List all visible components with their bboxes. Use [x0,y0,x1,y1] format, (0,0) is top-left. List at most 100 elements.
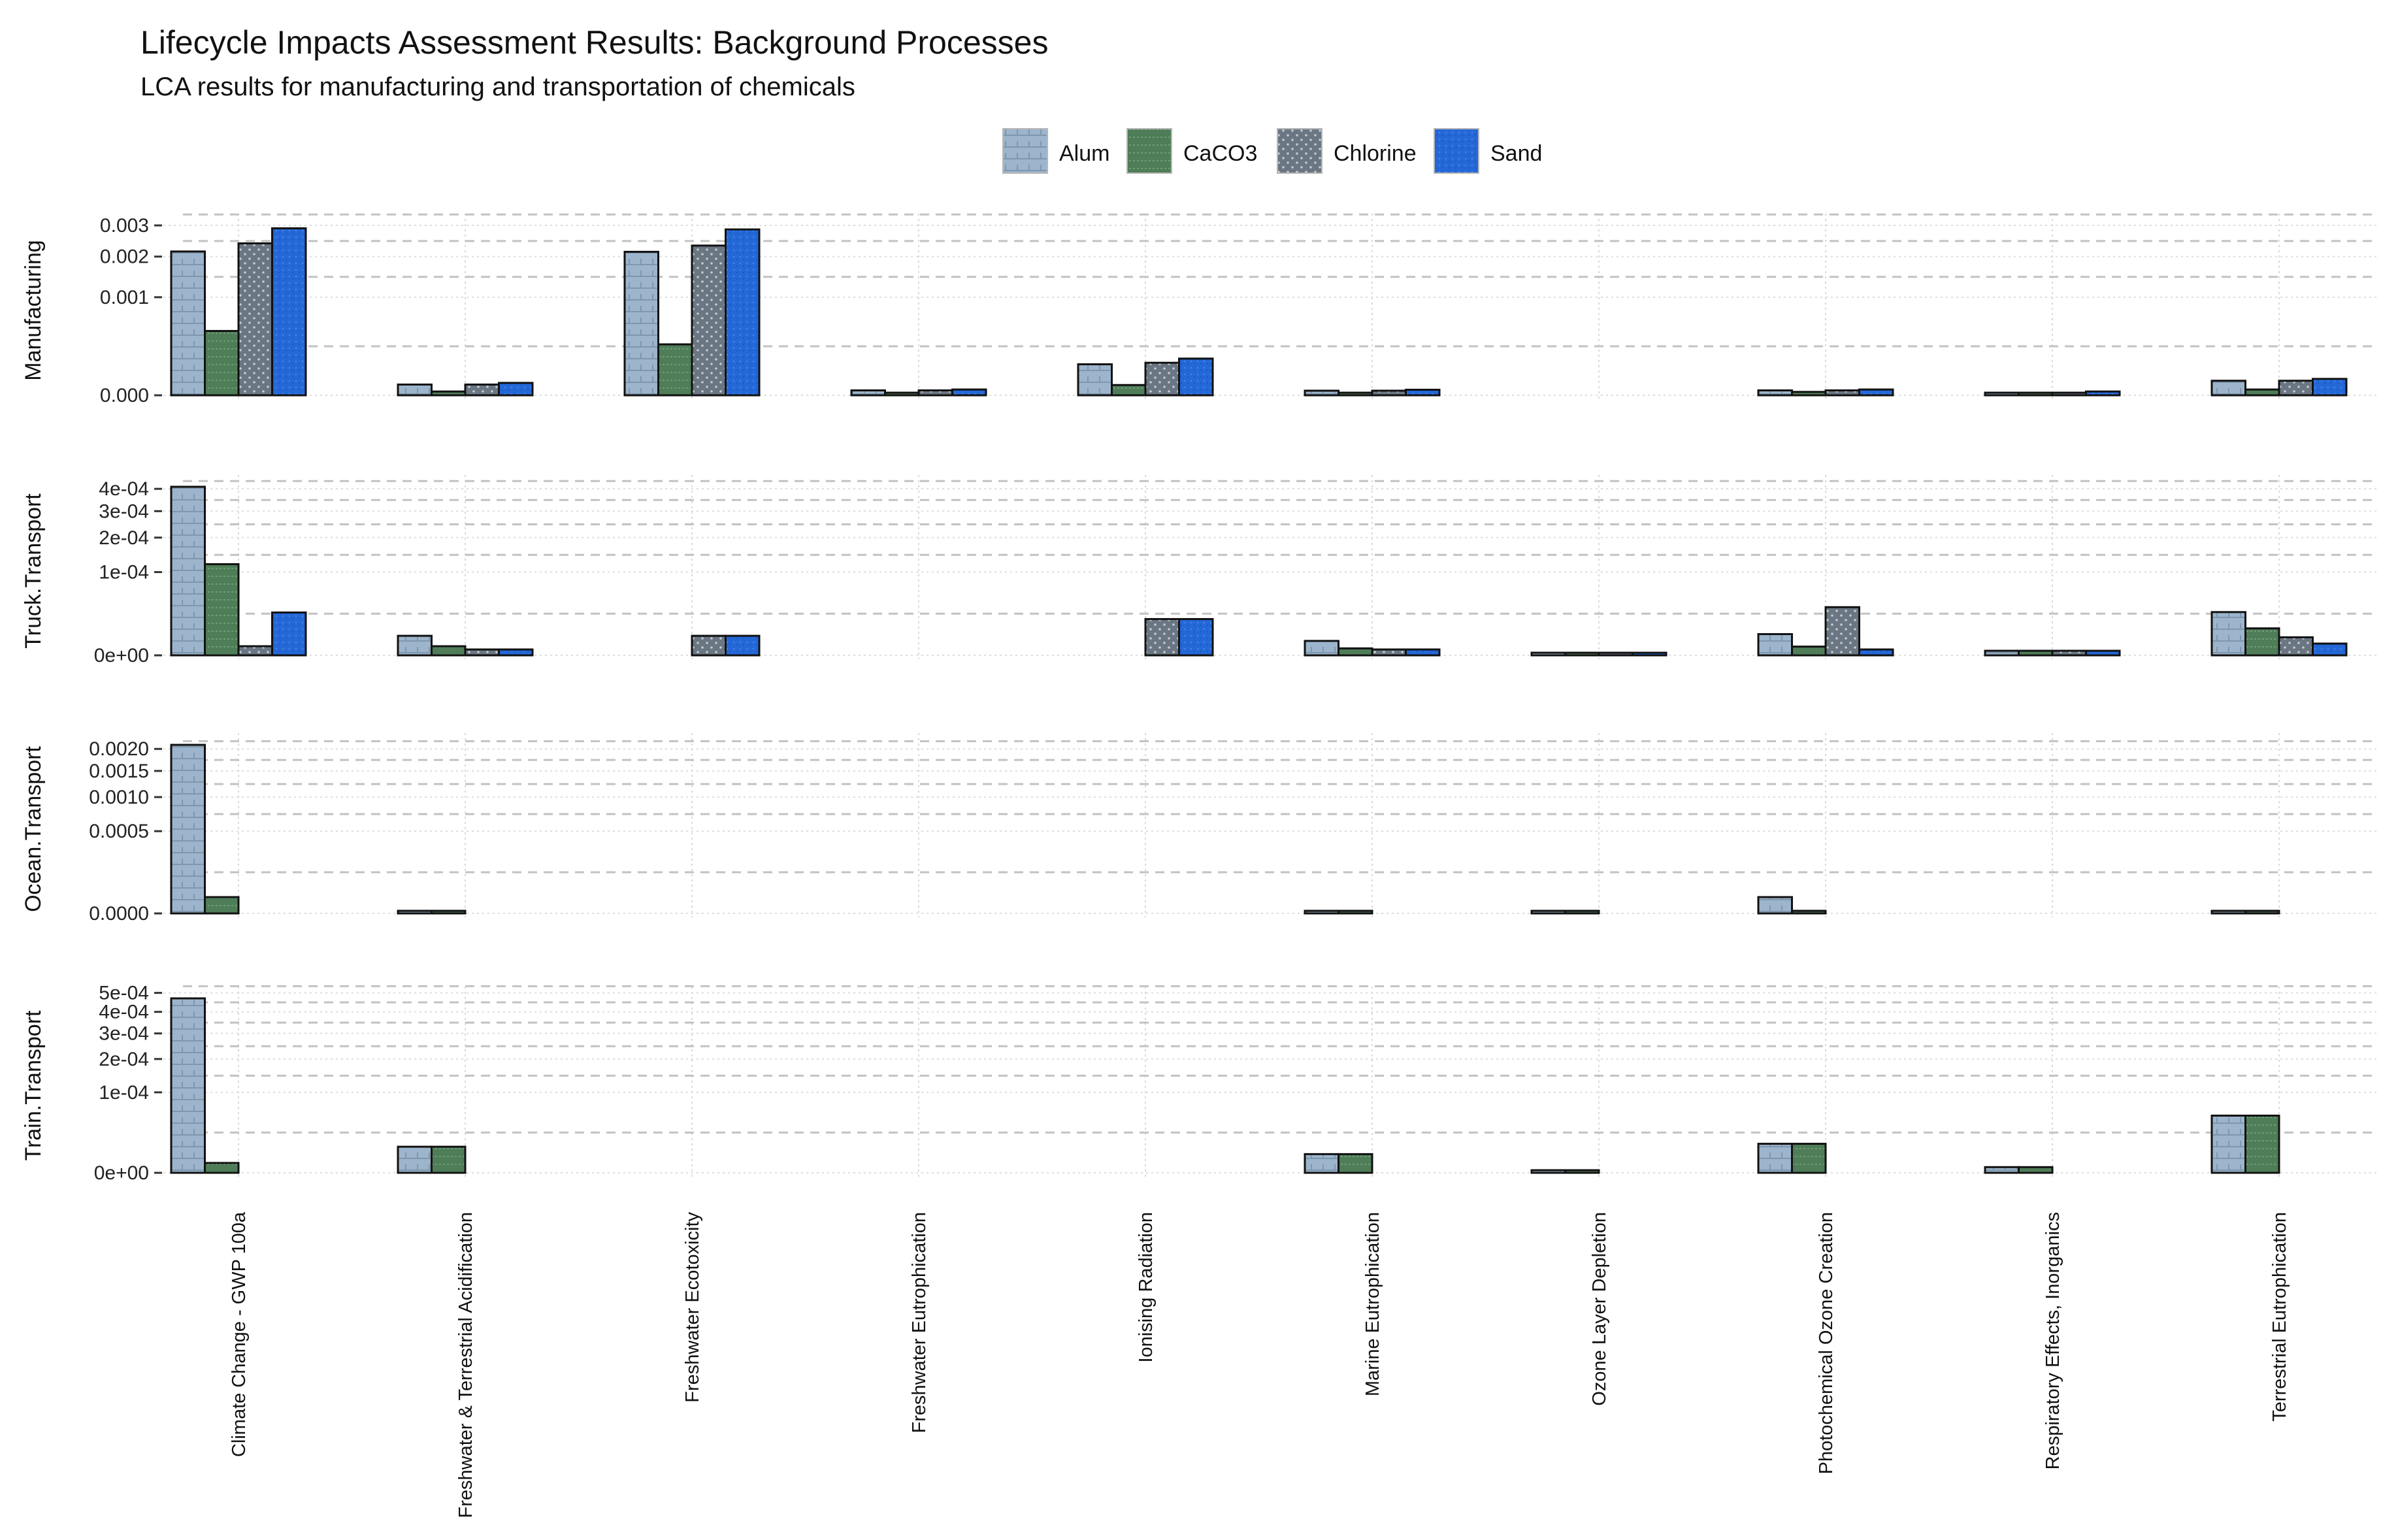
bar-manufacturing-chlorine-freshwater-terrestrial-acidification [464,384,500,397]
y-tick-label: 4e-04 [99,1002,149,1023]
y-tick-label: 5e-04 [99,983,149,1004]
bar-ocean-transport-alum-freshwater-terrestrial-acidification [397,909,433,915]
legend-label-caco3: CaCO3 [1183,141,1257,166]
bar-train-transport-alum-terrestrial-eutrophication [2210,1114,2246,1174]
bar-train-transport-alum-freshwater-terrestrial-acidification [397,1145,433,1174]
panel-label-train-transport: Train.Transport [21,1010,46,1160]
bar-manufacturing-alum-marine-eutrophication [1304,389,1339,397]
bar-train-transport-alum-photochemical-ozone-creation [1757,1143,1793,1174]
bar-manufacturing-alum-photochemical-ozone-creation [1757,389,1793,397]
bar-truck-transport-chlorine-marine-eutrophication [1371,648,1407,657]
legend-swatch-alum [1002,128,1048,174]
category-label-freshwater-eutrophication: Freshwater Eutrophication [909,1212,930,1434]
category-label-photochemical-ozone-creation: Photochemical Ozone Creation [1816,1212,1837,1474]
chart-subtitle: LCA results for manufacturing and transp… [140,73,855,101]
bar-manufacturing-alum-climate-change-gwp-100a [170,250,206,397]
bar-manufacturing-caco3-freshwater-eutrophication [884,391,920,397]
bar-manufacturing-alum-ionising-radiation [1077,363,1113,397]
bar-ocean-transport-caco3-photochemical-ozone-creation [1791,909,1827,915]
bar-train-transport-caco3-freshwater-terrestrial-acidification [431,1145,467,1174]
bar-manufacturing-caco3-photochemical-ozone-creation [1791,391,1827,397]
bar-train-transport-alum-climate-change-gwp-100a [170,997,206,1174]
y-tick-label: 0.000 [100,385,149,406]
bar-manufacturing-chlorine-marine-eutrophication [1371,389,1407,397]
bar-train-transport-caco3-respiratory-effects-inorganics [2018,1166,2054,1174]
legend-swatch-caco3 [1126,128,1172,174]
y-tick-label: 2e-04 [99,527,149,549]
bar-ocean-transport-caco3-terrestrial-eutrophication [2244,909,2280,915]
panel-label-manufacturing: Manufacturing [21,240,46,380]
bar-truck-transport-sand-respiratory-effects-inorganics [2085,649,2121,657]
bar-truck-transport-sand-ozone-layer-depletion [1632,651,1667,657]
bar-manufacturing-caco3-ionising-radiation [1111,384,1147,397]
y-tick-label: 3e-04 [99,500,149,522]
bar-train-transport-caco3-marine-eutrophication [1338,1153,1373,1174]
bar-ocean-transport-alum-terrestrial-eutrophication [2210,909,2246,915]
category-label-marine-eutrophication: Marine Eutrophication [1362,1212,1383,1396]
bar-manufacturing-alum-freshwater-terrestrial-acidification [397,384,433,397]
bar-ocean-transport-alum-photochemical-ozone-creation [1757,896,1793,915]
bar-truck-transport-caco3-terrestrial-eutrophication [2244,627,2280,657]
bar-train-transport-alum-respiratory-effects-inorganics [1984,1166,2020,1174]
bar-train-transport-alum-marine-eutrophication [1304,1153,1339,1174]
bar-train-transport-caco3-photochemical-ozone-creation [1791,1143,1827,1174]
y-tick-label: 2e-04 [99,1049,149,1070]
category-label-ozone-layer-depletion: Ozone Layer Depletion [1589,1212,1610,1406]
panels: 0.000 0.001 0.002 0.003 Manufacturing 0e+00 1e… [21,213,2378,1184]
bar-manufacturing-sand-climate-change-gwp-100a [271,227,307,397]
bar-manufacturing-alum-respiratory-effects-inorganics [1984,391,2020,397]
y-tick-label: 0e+00 [94,645,149,666]
bar-train-transport-caco3-climate-change-gwp-100a [204,1162,240,1174]
bar-truck-transport-sand-terrestrial-eutrophication [2312,642,2348,657]
y-tick-label: 0.0000 [89,903,149,925]
bar-manufacturing-caco3-terrestrial-eutrophication [2244,388,2280,397]
bar-manufacturing-caco3-freshwater-terrestrial-acidification [431,390,467,397]
bar-truck-transport-chlorine-climate-change-gwp-100a [237,645,273,657]
bar-truck-transport-sand-marine-eutrophication [1405,648,1441,657]
bar-train-transport-alum-ozone-layer-depletion [1530,1169,1566,1174]
category-label-ionising-radiation: Ionising Radiation [1136,1212,1157,1363]
bar-manufacturing-alum-terrestrial-eutrophication [2210,380,2246,397]
y-tick-label: 0.0015 [89,761,149,782]
bar-truck-transport-caco3-freshwater-terrestrial-acidification [431,645,467,657]
y-tick-label: 1e-04 [99,1082,149,1104]
y-tick-label: 1e-04 [99,562,149,583]
bar-ocean-transport-caco3-climate-change-gwp-100a [204,896,240,915]
bar-manufacturing-chlorine-freshwater-ecotoxicity [691,244,727,397]
bar-truck-transport-sand-photochemical-ozone-creation [1858,648,1894,657]
y-tick-label: 0.0010 [89,787,149,808]
bar-truck-transport-sand-ionising-radiation [1178,617,1214,657]
bar-truck-transport-sand-freshwater-terrestrial-acidification [498,648,534,657]
bar-truck-transport-alum-marine-eutrophication [1304,640,1339,657]
legend-label-chlorine: Chlorine [1334,141,1417,166]
bar-truck-transport-alum-freshwater-terrestrial-acidification [397,634,433,657]
bar-ocean-transport-caco3-freshwater-terrestrial-acidification [431,909,467,915]
panel-label-truck-transport: Truck.Transport [21,493,46,649]
bar-manufacturing-chlorine-terrestrial-eutrophication [2278,380,2314,397]
legend-swatch-chlorine [1277,128,1322,174]
legend-label-sand: Sand [1490,141,1542,166]
bar-manufacturing-sand-freshwater-ecotoxicity [725,228,761,397]
bar-truck-transport-chlorine-freshwater-ecotoxicity [691,634,727,657]
category-label-terrestrial-eutrophication: Terrestrial Eutrophication [2269,1212,2290,1422]
bar-manufacturing-sand-ionising-radiation [1178,357,1214,397]
bar-truck-transport-chlorine-photochemical-ozone-creation [1824,606,1860,657]
bar-manufacturing-caco3-respiratory-effects-inorganics [2018,391,2054,397]
bar-manufacturing-caco3-freshwater-ecotoxicity [657,343,693,397]
bar-truck-transport-caco3-marine-eutrophication [1338,647,1373,657]
bar-truck-transport-chlorine-ionising-radiation [1144,617,1180,657]
bar-manufacturing-sand-freshwater-eutrophication [951,388,987,397]
y-tick-label: 0.0020 [89,738,149,760]
bar-truck-transport-chlorine-respiratory-effects-inorganics [2051,649,2087,657]
bar-train-transport-caco3-ozone-layer-depletion [1564,1169,1600,1174]
bar-truck-transport-alum-photochemical-ozone-creation [1757,633,1793,657]
bar-ocean-transport-alum-climate-change-gwp-100a [170,744,206,915]
category-label-freshwater-terrestrial-acidification: Freshwater & Terrestrial Acidification [455,1212,476,1518]
legend-item-alum: Alum [1002,128,1109,174]
legend-swatch-sand [1434,128,1479,174]
bar-truck-transport-sand-climate-change-gwp-100a [271,611,307,657]
